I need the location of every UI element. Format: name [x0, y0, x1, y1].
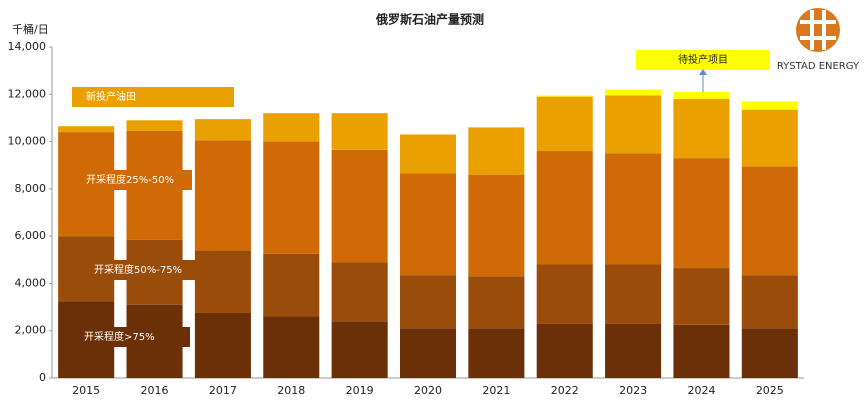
series-label-box: [80, 260, 195, 280]
bar-segment: [126, 120, 183, 131]
bar-segment: [673, 158, 730, 269]
series-label: 开采程度>75%: [84, 330, 155, 343]
bar-segment: [399, 275, 457, 329]
x-tick-label: 2025: [756, 384, 784, 397]
bar-segment: [331, 321, 388, 378]
bar-segment: [194, 312, 251, 378]
x-tick-label: 2015: [72, 384, 100, 397]
bar-segment: [468, 328, 525, 378]
bar-segment: [468, 276, 525, 329]
series-label-box: [636, 50, 770, 70]
series-label: 开采程度50%-75%: [94, 263, 182, 276]
y-tick-label: 2,000: [15, 324, 47, 337]
logo-text: RYSTAD ENERGY: [777, 61, 860, 72]
bar-segment: [536, 151, 593, 265]
bar-segment: [605, 153, 662, 265]
bar-segment: [605, 95, 662, 154]
bar-segment: [263, 316, 320, 378]
bar-segment: [741, 109, 798, 167]
chart-title: 俄罗斯石油产量预测: [375, 12, 484, 27]
series-label-box: [72, 170, 192, 190]
y-tick-label: 4,000: [15, 276, 47, 289]
y-tick-label: 0: [39, 371, 46, 384]
logo-mark: [796, 8, 840, 52]
x-tick-label: 2016: [141, 384, 169, 397]
bar-segment: [263, 141, 320, 254]
x-tick-label: 2023: [619, 384, 647, 397]
bar-segment: [263, 253, 320, 317]
annotation-arrowhead: [699, 69, 707, 75]
x-tick-label: 2024: [687, 384, 715, 397]
x-tick-label: 2020: [414, 384, 442, 397]
x-tick-label: 2019: [346, 384, 374, 397]
y-tick-label: 8,000: [15, 182, 47, 195]
bar-segment: [741, 166, 798, 276]
bar-segment: [58, 126, 115, 133]
bar-segment: [331, 113, 388, 150]
series-label: 待投产项目: [678, 53, 728, 66]
bar-segment: [605, 89, 662, 96]
x-tick-label: 2017: [209, 384, 237, 397]
bar-segment: [536, 264, 593, 324]
bar-segment: [399, 173, 457, 276]
bar-segment: [605, 323, 662, 378]
bar-segment: [331, 149, 388, 263]
logo: RYSTAD ENERGY: [777, 8, 860, 72]
bar-segment: [673, 91, 730, 100]
y-axis-label: 千桶/日: [12, 22, 49, 36]
bar-segment: [673, 99, 730, 159]
series-label: 开采程度25%-50%: [86, 173, 174, 186]
bar-segment: [194, 250, 251, 313]
bar-segment: [194, 140, 251, 251]
bar-segment: [468, 127, 525, 175]
series-label-box: [72, 87, 234, 107]
bar-segment: [741, 275, 798, 329]
x-tick-label: 2021: [482, 384, 510, 397]
y-tick-label: 10,000: [8, 135, 47, 148]
bar-segment: [399, 134, 457, 174]
bar-segment: [399, 328, 457, 378]
bar-segment: [536, 96, 593, 152]
y-tick-label: 14,000: [8, 40, 47, 53]
series-label-box: [70, 327, 190, 347]
y-tick-label: 6,000: [15, 229, 47, 242]
bar-segment: [263, 113, 320, 142]
bar-segment: [536, 323, 593, 378]
bar-segment: [673, 268, 730, 325]
logo-pattern: [800, 10, 836, 50]
bar-segment: [673, 324, 730, 378]
y-tick-label: 12,000: [8, 87, 47, 100]
bar-segment: [605, 264, 662, 324]
bar-segment: [741, 101, 798, 110]
bar-segment: [331, 262, 388, 322]
x-tick-label: 2022: [551, 384, 579, 397]
x-tick-label: 2018: [277, 384, 305, 397]
series-label: 新投产油田: [86, 90, 136, 103]
bar-segment: [194, 119, 251, 141]
bar-segment: [536, 95, 593, 97]
bar-segment: [468, 174, 525, 277]
bar-segment: [741, 328, 798, 378]
